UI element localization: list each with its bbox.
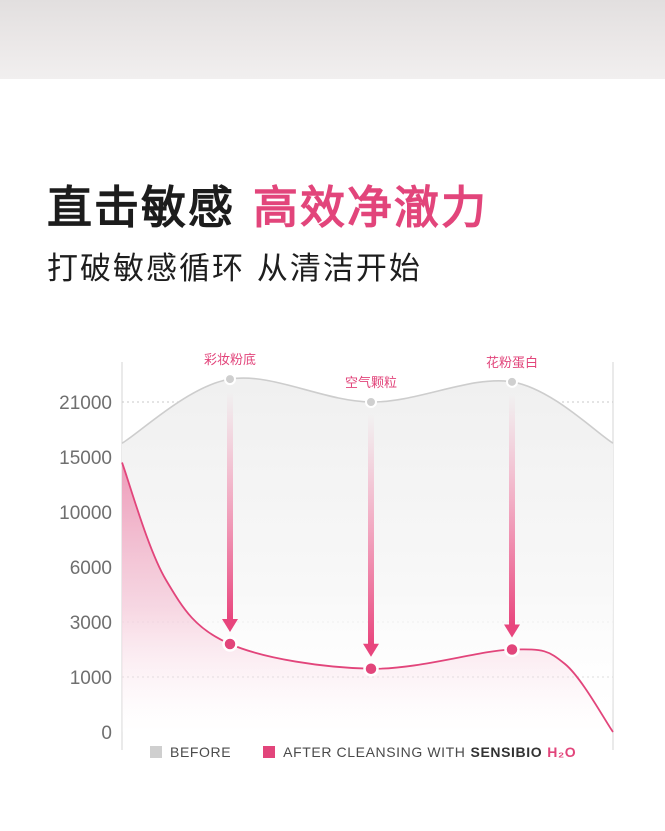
after-point (363, 661, 379, 677)
legend-after-label: AFTER CLEANSING WITH (283, 744, 466, 760)
legend-before-swatch (150, 746, 162, 758)
headline-accent: 高效净澈力 (253, 181, 489, 234)
legend-after: AFTER CLEANSING WITH SENSIBIO H₂O (263, 744, 576, 760)
before-point (224, 373, 236, 386)
y-tick-label: 3000 (70, 613, 112, 634)
legend-after-swatch (263, 746, 276, 758)
after-point (504, 641, 520, 658)
y-tick-label: 21000 (59, 393, 112, 414)
after-area (122, 462, 613, 732)
arrow-head (222, 619, 238, 632)
subheadline: 打破敏感循环 从清洁开始 (47, 251, 422, 287)
before-area (122, 378, 613, 732)
arrow-head (363, 643, 379, 657)
arrow-shaft (368, 414, 374, 645)
headline-dark: 直击敏感 (47, 181, 236, 234)
category-label: 空气颗粒 (345, 375, 397, 391)
y-tick-label: 0 (101, 723, 112, 744)
legend-brand: SENSIBIO (470, 744, 543, 760)
legend-before-label: BEFORE (170, 744, 232, 760)
legend: BEFORE AFTER CLEANSING WITH SENSIBIO H₂O (150, 743, 576, 761)
y-axis-ticks: 0 1000 3000 6000 10000 15000 21000 (59, 393, 112, 744)
arrow-shaft (509, 393, 515, 626)
arrows (222, 391, 520, 657)
before-point (365, 396, 377, 408)
series-areas (121, 377, 614, 733)
after-line (121, 462, 614, 733)
legend-before: BEFORE (150, 744, 231, 760)
arrow-shaft (227, 391, 233, 620)
category-label: 彩妆粉底 (204, 352, 256, 368)
after-point (222, 636, 238, 652)
y-tick-label: 10000 (59, 503, 112, 524)
y-tick-label: 15000 (59, 448, 112, 469)
top-banner-image (0, 0, 665, 79)
legend-brand-suffix: H₂O (547, 744, 577, 760)
before-point (506, 375, 518, 388)
y-tick-label: 1000 (70, 668, 112, 689)
y-tick-label: 6000 (70, 558, 112, 579)
headline: 直击敏感 高效净澈力 (47, 178, 488, 238)
arrow-head (504, 624, 520, 638)
category-label: 花粉蛋白 (486, 355, 538, 371)
